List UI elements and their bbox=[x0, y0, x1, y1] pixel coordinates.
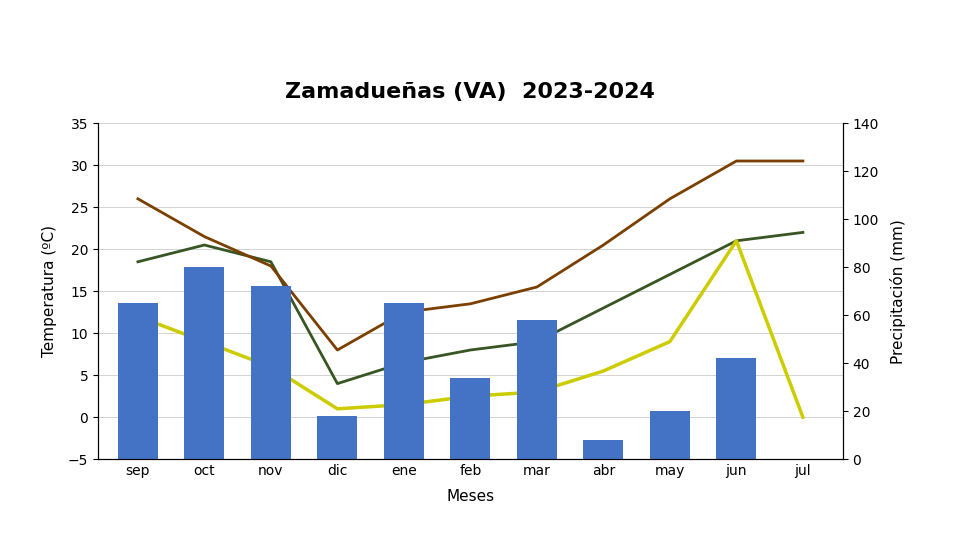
Temp. máx. bbox=[664, 195, 676, 202]
Temp. mín. bbox=[664, 338, 676, 345]
Temp. máx. bbox=[132, 195, 144, 202]
Temp. mín. bbox=[199, 338, 211, 345]
Temp. máx. bbox=[598, 242, 610, 249]
Temp. máx. bbox=[265, 263, 276, 269]
Temp. media bbox=[797, 229, 808, 236]
Temp. mín. bbox=[465, 393, 476, 400]
X-axis label: Meses: Meses bbox=[446, 489, 495, 504]
Temp. máx. bbox=[398, 309, 410, 316]
Title: Zamadueñas (VA)  2023-2024: Zamadueñas (VA) 2023-2024 bbox=[285, 82, 656, 102]
Line: Temp. máx.: Temp. máx. bbox=[138, 161, 803, 350]
Temp. mín. bbox=[132, 313, 144, 320]
Bar bbox=[251, 286, 291, 459]
Temp. media bbox=[531, 338, 543, 345]
Bar bbox=[384, 303, 423, 459]
Line: Temp. media: Temp. media bbox=[138, 232, 803, 384]
Temp. media bbox=[398, 360, 410, 366]
Bar bbox=[716, 358, 757, 459]
Temp. máx. bbox=[465, 300, 476, 307]
Temp. máx. bbox=[730, 158, 742, 165]
Temp. máx. bbox=[797, 158, 808, 165]
Temp. mín. bbox=[265, 363, 276, 370]
Temp. media bbox=[199, 242, 211, 249]
Temp. mín. bbox=[331, 405, 343, 412]
Temp. mín. bbox=[797, 414, 808, 421]
Temp. mín. bbox=[398, 401, 410, 408]
Bar bbox=[451, 377, 490, 459]
Temp. media bbox=[265, 258, 276, 265]
Temp. media bbox=[664, 271, 676, 278]
Temp. mín. bbox=[531, 389, 543, 395]
Temp. máx. bbox=[531, 283, 543, 290]
Temp. media bbox=[331, 380, 343, 387]
Temp. media bbox=[730, 237, 742, 244]
Temp. media bbox=[465, 347, 476, 353]
Bar bbox=[184, 267, 224, 459]
Bar bbox=[583, 440, 623, 459]
Temp. media bbox=[132, 258, 144, 265]
Line: Temp. mín.: Temp. mín. bbox=[138, 241, 803, 417]
Temp. mín. bbox=[598, 368, 610, 375]
Temp. máx. bbox=[199, 234, 211, 240]
Bar bbox=[650, 411, 690, 459]
Bar bbox=[318, 416, 358, 459]
Temp. mín. bbox=[730, 237, 742, 244]
Bar bbox=[517, 320, 557, 459]
Y-axis label: Precipitación (mm): Precipitación (mm) bbox=[890, 219, 906, 363]
Temp. media bbox=[598, 305, 610, 311]
Temp. máx. bbox=[331, 347, 343, 353]
Bar bbox=[118, 303, 158, 459]
Y-axis label: Temperatura (ºC): Temperatura (ºC) bbox=[42, 225, 57, 357]
